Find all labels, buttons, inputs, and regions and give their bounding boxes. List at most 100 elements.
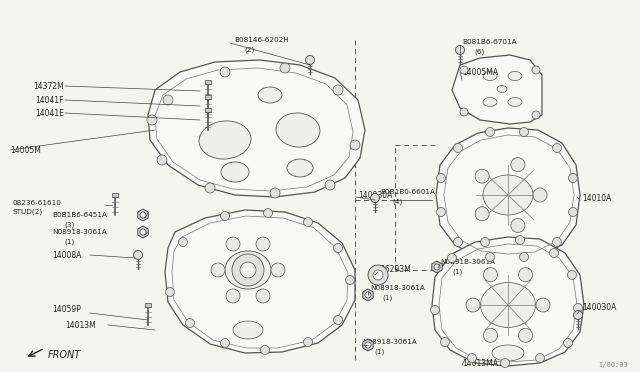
- Circle shape: [434, 264, 440, 270]
- Circle shape: [436, 208, 445, 217]
- Circle shape: [568, 208, 577, 217]
- Circle shape: [532, 111, 540, 119]
- Circle shape: [436, 173, 445, 183]
- Circle shape: [568, 270, 577, 279]
- Text: 14005M: 14005M: [10, 145, 41, 154]
- Circle shape: [568, 173, 577, 183]
- Circle shape: [240, 262, 256, 278]
- Circle shape: [157, 155, 167, 165]
- Circle shape: [511, 218, 525, 232]
- Polygon shape: [432, 237, 584, 366]
- Circle shape: [368, 265, 388, 285]
- Polygon shape: [138, 209, 148, 221]
- Circle shape: [466, 298, 480, 312]
- Circle shape: [333, 315, 342, 324]
- Circle shape: [264, 208, 273, 218]
- Polygon shape: [432, 261, 442, 273]
- Circle shape: [226, 289, 240, 303]
- Circle shape: [232, 254, 264, 286]
- Circle shape: [550, 248, 559, 257]
- Circle shape: [475, 207, 489, 221]
- Circle shape: [533, 188, 547, 202]
- Circle shape: [431, 305, 440, 314]
- Circle shape: [350, 140, 360, 150]
- Circle shape: [454, 237, 463, 247]
- Text: 14005MA: 14005MA: [462, 67, 498, 77]
- Text: B0B1B6-6451A: B0B1B6-6451A: [52, 212, 107, 218]
- Circle shape: [536, 353, 545, 362]
- Ellipse shape: [276, 113, 320, 147]
- Text: B0B1B0-6601A: B0B1B0-6601A: [380, 189, 435, 195]
- Polygon shape: [165, 210, 355, 353]
- Circle shape: [520, 253, 529, 262]
- Circle shape: [270, 188, 280, 198]
- Circle shape: [346, 276, 355, 285]
- Circle shape: [303, 337, 312, 346]
- Circle shape: [483, 268, 497, 282]
- Circle shape: [134, 250, 143, 260]
- Circle shape: [166, 288, 175, 296]
- Circle shape: [486, 128, 495, 137]
- Circle shape: [536, 298, 550, 312]
- Text: (1): (1): [64, 239, 74, 245]
- Circle shape: [552, 237, 561, 247]
- Polygon shape: [112, 193, 118, 197]
- Circle shape: [373, 270, 383, 280]
- Circle shape: [500, 359, 509, 368]
- Text: (1): (1): [374, 349, 384, 355]
- Circle shape: [333, 244, 342, 253]
- Polygon shape: [452, 55, 542, 124]
- Circle shape: [518, 328, 532, 342]
- Circle shape: [221, 212, 230, 221]
- Polygon shape: [205, 108, 211, 112]
- Circle shape: [305, 55, 314, 64]
- Circle shape: [280, 63, 290, 73]
- Circle shape: [333, 85, 343, 95]
- Circle shape: [518, 268, 532, 282]
- Text: (1): (1): [452, 269, 462, 275]
- Circle shape: [481, 237, 490, 247]
- Text: 14013MA: 14013MA: [462, 359, 498, 368]
- Circle shape: [205, 183, 215, 193]
- Text: 14013M: 14013M: [65, 321, 96, 330]
- Ellipse shape: [225, 251, 271, 289]
- Text: N0891B-3061A: N0891B-3061A: [440, 259, 495, 265]
- Circle shape: [573, 304, 582, 312]
- Circle shape: [515, 235, 525, 244]
- Text: (2): (2): [244, 47, 254, 53]
- Ellipse shape: [508, 97, 522, 106]
- Text: B08146-6202H: B08146-6202H: [234, 37, 289, 43]
- Circle shape: [325, 180, 335, 190]
- Circle shape: [467, 353, 477, 362]
- Ellipse shape: [233, 321, 263, 339]
- Circle shape: [563, 339, 573, 347]
- Circle shape: [140, 229, 146, 235]
- Text: 16293M: 16293M: [380, 266, 411, 275]
- Circle shape: [303, 218, 312, 227]
- Polygon shape: [205, 95, 211, 99]
- Polygon shape: [205, 80, 211, 84]
- Text: 08236-61610: 08236-61610: [12, 200, 61, 206]
- Text: 14041E: 14041E: [35, 109, 64, 118]
- Polygon shape: [145, 303, 151, 307]
- Text: 140030A: 140030A: [358, 190, 392, 199]
- Text: 14010A: 14010A: [582, 193, 611, 202]
- Circle shape: [365, 342, 371, 348]
- Ellipse shape: [483, 97, 497, 106]
- Circle shape: [256, 237, 270, 251]
- Polygon shape: [138, 226, 148, 238]
- Circle shape: [371, 193, 380, 202]
- Text: 14008A: 14008A: [52, 250, 81, 260]
- Polygon shape: [148, 60, 365, 197]
- Circle shape: [163, 95, 173, 105]
- Ellipse shape: [508, 71, 522, 80]
- Ellipse shape: [483, 175, 533, 215]
- Circle shape: [532, 66, 540, 74]
- Circle shape: [460, 108, 468, 116]
- Circle shape: [440, 337, 449, 346]
- Circle shape: [460, 66, 468, 74]
- Circle shape: [226, 237, 240, 251]
- Text: N08918-3061A: N08918-3061A: [370, 285, 425, 291]
- Text: N08918-3061A: N08918-3061A: [52, 229, 107, 235]
- Circle shape: [486, 253, 495, 262]
